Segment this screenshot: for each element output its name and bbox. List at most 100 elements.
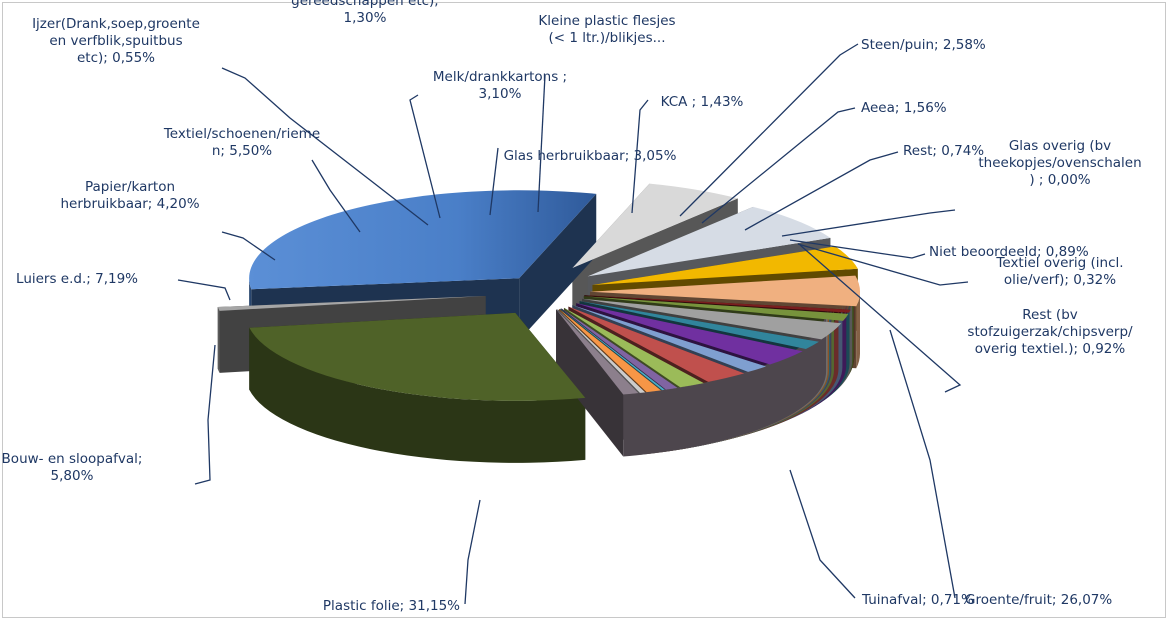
label-groente-fruit-line-0: Groente/fruit; 26,07%	[965, 592, 1112, 608]
slice-rest-bv-stofzuigerzak-chipsverp-overig-t-rim-2	[623, 309, 827, 457]
slice-niet-beoordeeld	[559, 308, 661, 393]
label-bouw-en-sloopafval: Bouw- en sloopafval; 5,80%	[2, 451, 143, 484]
label-steen-puin: Steen/puin; 2,58%	[861, 37, 986, 53]
leader-luiers-e-d	[177, 279, 231, 301]
label-ijzer-drank-soep-groente-en-verfblik-spu: Ijzer(Drank,soep,groente en verfblik,spui…	[32, 16, 200, 66]
leader-melk-drankkartons	[489, 147, 499, 216]
label-glas-herbruikbaar-line-0: Glas herbruikbaar; 3,05%	[504, 148, 677, 164]
label-rest: Rest; 0,74%	[903, 143, 984, 159]
leader-textiel-overig-incl-olie-verf	[797, 243, 969, 286]
label-bouw-en-sloopafval-line-1: 5,80%	[51, 468, 94, 484]
leader-ijzer-kook-braadpannen-gereedschappen-et	[409, 94, 441, 219]
label-luiers-e-d: Luiers e.d.; 7,19%	[16, 271, 138, 287]
leader-niet-beoordeeld	[789, 239, 926, 259]
slice-luiers-e-d	[587, 206, 831, 277]
slice-kleine-plastic-flesjes-1-ltr-blikjes	[579, 301, 819, 350]
slice-textiel-overig-incl-olie-verf	[557, 309, 646, 393]
slice-ijzer-drank-soep-groente-en-verfblik-spu	[584, 295, 851, 313]
leader-tuinafval	[789, 469, 856, 599]
leader-plastic-folie	[464, 499, 481, 605]
leader-aeea	[701, 107, 856, 224]
slice-kca	[572, 305, 767, 372]
label-ijzer-kook-braadpannen-gereedschappen-et-line-2: gereedschappen etc);	[291, 0, 439, 9]
slice-aeea	[563, 307, 704, 388]
label-luiers-e-d-line-0: Luiers e.d.; 7,19%	[16, 271, 138, 287]
label-bouw-en-sloopafval-line-0: Bouw- en sloopafval;	[2, 451, 143, 467]
label-rest-bv-stofzuigerzak-chipsverp-overig-t: Rest (bv stofzuigerzak/chipsverp/overig t…	[967, 307, 1133, 357]
label-textiel-overig-incl-olie-verf: Textiel overig (incl. olie/verf); 0,32%	[995, 255, 1123, 288]
label-niet-beoordeeld: Niet beoordeeld; 0,89%	[929, 244, 1089, 260]
leader-rest-bv-stofzuigerzak-chipsverp-overig-t	[799, 244, 962, 393]
label-plastic-folie: Plastic folie; 31,15%	[323, 598, 460, 614]
leader-papier-karton-herbruikbaar	[221, 231, 276, 261]
leader-bouw-en-sloopafval	[194, 344, 216, 485]
slice-ijzer-kook-braadpannen-gereedschappen-et	[583, 296, 849, 321]
label-rest-bv-stofzuigerzak-chipsverp-overig-t-line-0: Rest (bv	[1022, 307, 1078, 323]
label-ijzer-drank-soep-groente-en-verfblik-spu-line-2: etc); 0,55%	[77, 50, 155, 66]
leader-steen-puin	[679, 43, 859, 217]
slice-plastic-folie-wall-1	[519, 193, 597, 341]
label-ijzer-drank-soep-groente-en-verfblik-spu-line-0: Ijzer(Drank,soep,groente	[32, 16, 200, 32]
label-groente-fruit: Groente/fruit; 26,07%	[965, 592, 1112, 608]
label-melk-drankkartons-line-1: 3,10%	[479, 86, 522, 102]
label-rest-bv-stofzuigerzak-chipsverp-overig-t-line-1: stofzuigerzak/chipsverp/	[967, 324, 1133, 340]
leader-ijzer-drank-soep-groente-en-verfblik-spu	[221, 67, 429, 226]
slice-bouw-en-sloopafval	[572, 183, 738, 268]
slice-glas-overig-bv-theekopjes-ovenschalen	[560, 308, 665, 391]
label-rest-bv-stofzuigerzak-chipsverp-overig-t-line-2: overig textiel.); 0,92%	[975, 341, 1126, 357]
slice-tuinafval	[217, 295, 486, 311]
leader-groente-fruit	[889, 329, 956, 599]
leader-kleine-plastic-flesjes-1-ltr-blikjes	[537, 74, 546, 213]
label-textiel-overig-incl-olie-verf-line-1: olie/verf); 0,32%	[1004, 272, 1116, 288]
label-tuinafval: Tuinafval; 0,71%	[861, 592, 974, 608]
label-plastic-folie-line-0: Plastic folie; 31,15%	[323, 598, 460, 614]
slice-plastic-folie	[249, 190, 597, 290]
slice-groente-fruit-rim	[249, 327, 586, 463]
label-aeea: Aeea; 1,56%	[861, 100, 947, 116]
label-textiel-schoenen-riemen: Textiel/schoenen/rieme n; 5,50%	[163, 126, 320, 159]
label-kca: KCA ; 1,43%	[661, 94, 744, 110]
label-papier-karton-herbruikbaar-line-0: Papier/karton	[85, 179, 175, 195]
slice-rest-bv-stofzuigerzak-chipsverp-overig-t	[556, 309, 639, 395]
leader-kca	[631, 99, 649, 214]
label-melk-drankkartons-line-0: Melk/drankkartons ;	[433, 69, 567, 85]
label-tuinafval-line-0: Tuinafval; 0,71%	[861, 592, 974, 608]
label-textiel-schoenen-riemen-line-1: n; 5,50%	[212, 143, 272, 159]
label-melk-drankkartons: Melk/drankkartons ; 3,10%	[433, 69, 567, 102]
label-ijzer-kook-braadpannen-gereedschappen-et: Ijzer(kook,braadpannen,gereedschappen et…	[291, 0, 439, 26]
label-aeea-line-0: Aeea; 1,56%	[861, 100, 947, 116]
slice-tuinafval-rim	[217, 306, 220, 373]
slice-textiel-schoenen-riemen-rim-2	[856, 291, 860, 369]
label-textiel-overig-incl-olie-verf-line-0: Textiel overig (incl.	[995, 255, 1123, 271]
label-ijzer-drank-soep-groente-en-verfblik-spu-line-1: en verfblik,spuitbus	[49, 33, 182, 49]
data-labels: Groente/fruit; 26,07%Tuinafval; 0,71% Pla…	[2, 0, 1142, 614]
leader-glas-overig-bv-theekopjes-ovenschalen	[781, 209, 956, 237]
label-rest-line-0: Rest; 0,74%	[903, 143, 984, 159]
label-glas-overig-bv-theekopjes-ovenschalen-line-2: ) ; 0,00%	[1029, 172, 1090, 188]
slice-melk-drankkartons	[582, 298, 842, 340]
leader-rest	[744, 151, 899, 231]
label-glas-overig-bv-theekopjes-ovenschalen: Glas overig (bv theekopjes/ovenschalen) ;…	[978, 138, 1141, 188]
label-textiel-schoenen-riemen-line-0: Textiel/schoenen/rieme	[163, 126, 320, 142]
label-ijzer-kook-braadpannen-gereedschappen-et-line-3: 1,30%	[344, 10, 387, 26]
leader-lines	[177, 43, 969, 605]
slice-tops	[217, 183, 860, 401]
leader-textiel-schoenen-riemen	[311, 159, 361, 233]
slice-textiel-schoenen-riemen	[589, 275, 860, 307]
slice-rest-bv-stofzuigerzak-chipsverp-overig-t-wall-1	[556, 309, 624, 457]
label-glas-herbruikbaar: Glas herbruikbaar; 3,05%	[504, 148, 677, 164]
label-niet-beoordeeld-line-0: Niet beoordeeld; 0,89%	[929, 244, 1089, 260]
label-kleine-plastic-flesjes-1-ltr-blikjes-line-1: (< 1 ltr.)/blikjes...	[548, 30, 665, 46]
label-kca-line-0: KCA ; 1,43%	[661, 94, 744, 110]
label-kleine-plastic-flesjes-1-ltr-blikjes: Kleine plastic flesjes (< 1 ltr.)/blikjes…	[538, 13, 675, 46]
slice-papier-karton-herbruikbaar	[592, 246, 858, 285]
slice-groente-fruit	[249, 312, 586, 401]
label-steen-puin-line-0: Steen/puin; 2,58%	[861, 37, 986, 53]
slice-glas-herbruikbaar	[576, 303, 803, 365]
label-papier-karton-herbruikbaar-line-1: herbruikbaar; 4,20%	[60, 196, 199, 212]
label-kleine-plastic-flesjes-1-ltr-blikjes-line-0: Kleine plastic flesjes	[538, 13, 675, 29]
label-papier-karton-herbruikbaar: Papier/karton herbruikbaar; 4,20%	[60, 179, 199, 212]
label-glas-overig-bv-theekopjes-ovenschalen-line-1: theekopjes/ovenschalen	[978, 155, 1141, 171]
slice-steen-puin	[568, 306, 745, 382]
